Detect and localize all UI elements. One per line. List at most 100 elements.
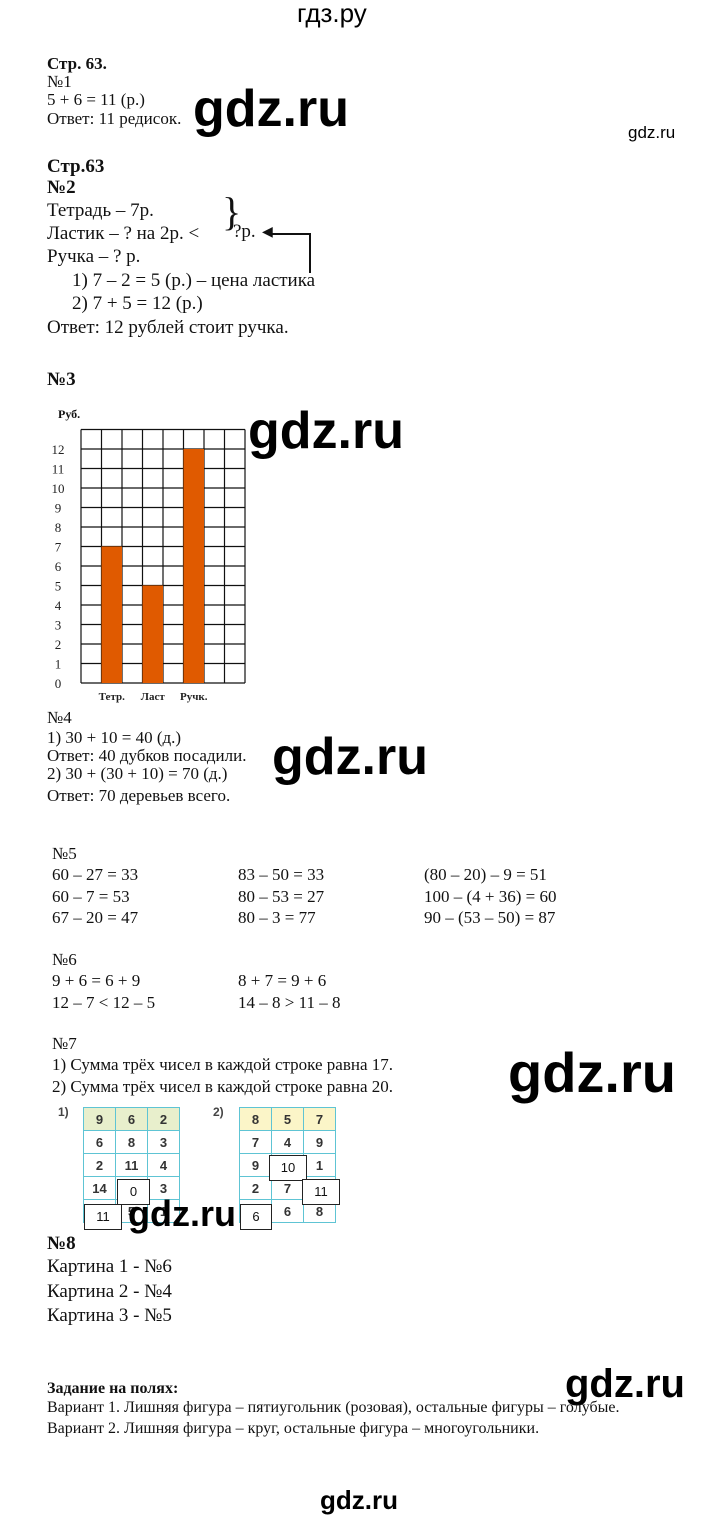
bar bbox=[183, 449, 204, 683]
footer-watermark: gdz.ru bbox=[320, 1485, 398, 1515]
y-tick-label: 10 bbox=[52, 481, 65, 496]
text-line: Ответ: 11 редисок. bbox=[47, 109, 182, 128]
x-tick-label: Тетр. bbox=[99, 691, 125, 703]
text-line: Ответ: 40 дубков посадили. bbox=[47, 746, 247, 765]
text-line: Вариант 2. Лишняя фигура – круг, остальн… bbox=[47, 1420, 540, 1437]
task-number: №2 bbox=[47, 177, 76, 198]
equation: 80 – 3 = 77 bbox=[238, 908, 316, 927]
text-line: Картина 2 - №4 bbox=[47, 1281, 172, 1302]
equation: 100 – (4 + 36) = 60 bbox=[424, 887, 557, 906]
brace-label: ?р. bbox=[233, 221, 256, 242]
y-tick-label: 3 bbox=[55, 618, 62, 633]
watermark: gdz.ru bbox=[272, 728, 428, 786]
watermark: gdz.ru bbox=[193, 80, 349, 138]
table-label: 1) bbox=[58, 1105, 69, 1119]
x-tick-label: Ручк. bbox=[180, 691, 208, 703]
arrow-line bbox=[309, 233, 311, 273]
table-cell: 14 bbox=[83, 1176, 116, 1200]
brace: } bbox=[222, 189, 242, 234]
chart-ylabel: Руб. bbox=[58, 407, 81, 421]
table-cell: 4 bbox=[271, 1130, 304, 1154]
task-number: №8 bbox=[47, 1233, 76, 1254]
answer-box: 10 bbox=[269, 1155, 307, 1181]
equation: 80 – 53 = 27 bbox=[238, 887, 325, 906]
table-cell: 7 bbox=[239, 1130, 272, 1154]
watermark: gdz.ru bbox=[628, 123, 676, 142]
y-tick-label: 4 bbox=[55, 598, 62, 613]
table-row: 2 11 4 bbox=[83, 1153, 180, 1177]
text-line: Ответ: 70 деревьев всего. bbox=[47, 786, 231, 805]
task-number: №5 bbox=[52, 844, 77, 863]
x-tick-label: Ласт bbox=[141, 691, 166, 703]
text-line: 1) Сумма трёх чисел в каждой строке равн… bbox=[52, 1055, 394, 1074]
site-header: гдз.ру bbox=[297, 0, 367, 28]
text-line: Тетрадь – 7р. bbox=[47, 200, 154, 221]
table-cell: 5 bbox=[271, 1107, 304, 1131]
text-line: 2) 30 + (30 + 10) = 70 (д.) bbox=[47, 764, 228, 783]
equation: 14 – 8 > 11 – 8 bbox=[238, 993, 341, 1012]
task-number: №1 bbox=[47, 72, 72, 91]
equation: 83 – 50 = 33 bbox=[238, 865, 325, 884]
bar bbox=[101, 546, 122, 683]
arrow-head-icon: ◀ bbox=[262, 225, 273, 240]
y-tick-label: 0 bbox=[55, 676, 62, 691]
table-cell: 1 bbox=[147, 1199, 180, 1223]
watermark: gdz.ru bbox=[508, 1041, 676, 1104]
text-line: 2) Сумма трёх чисел в каждой строке равн… bbox=[52, 1077, 394, 1096]
table-cell: 7 bbox=[303, 1107, 336, 1131]
answer-box: 11 bbox=[302, 1179, 340, 1205]
table-cell: 9 bbox=[83, 1107, 116, 1131]
text-line: 2) 7 + 5 = 12 (р.) bbox=[72, 293, 203, 314]
table-cell: 6 bbox=[271, 1199, 304, 1223]
table-cell: 11 bbox=[115, 1153, 148, 1177]
watermark: gdz.ru bbox=[565, 1362, 685, 1406]
text-line: Ответ: 12 рублей стоит ручка. bbox=[47, 317, 289, 338]
page-ref: Стр.63 bbox=[47, 156, 105, 177]
task-number: №7 bbox=[52, 1034, 77, 1053]
arrow-line bbox=[270, 233, 310, 235]
equation: 90 – (53 – 50) = 87 bbox=[424, 908, 556, 927]
equation: 12 – 7 < 12 – 5 bbox=[52, 993, 156, 1012]
table-cell: 8 bbox=[115, 1130, 148, 1154]
table-cell: 2 bbox=[147, 1107, 180, 1131]
table-cell: 8 bbox=[239, 1107, 272, 1131]
table-cell: 6 bbox=[83, 1130, 116, 1154]
text-line: 1) 30 + 10 = 40 (д.) bbox=[47, 728, 182, 747]
table-cell: 9 bbox=[303, 1130, 336, 1154]
y-tick-label: 5 bbox=[55, 579, 62, 594]
y-tick-label: 9 bbox=[55, 501, 62, 516]
answer-box: 11 bbox=[84, 1204, 122, 1230]
table-cell: 2 bbox=[239, 1176, 272, 1200]
task-number: №4 bbox=[47, 708, 72, 727]
task-number: №6 bbox=[52, 950, 77, 969]
y-tick-label: 8 bbox=[55, 520, 62, 535]
table-cell: 3 bbox=[147, 1130, 180, 1154]
bar bbox=[142, 585, 163, 683]
y-tick-label: 1 bbox=[55, 657, 62, 672]
equation: 9 + 6 = 6 + 9 bbox=[52, 971, 141, 990]
answer-box: 0 bbox=[117, 1179, 150, 1205]
task-number: №3 bbox=[47, 369, 76, 390]
equation: (80 – 20) – 9 = 51 bbox=[424, 865, 547, 884]
watermark: gdz.ru bbox=[248, 402, 404, 460]
text-line: Вариант 1. Лишняя фигура – пятиугольник … bbox=[47, 1399, 620, 1416]
text-line: Ручка – ? р. bbox=[47, 246, 141, 267]
table-cell: 2 bbox=[83, 1153, 116, 1177]
equation: 67 – 20 = 47 bbox=[52, 908, 139, 927]
equation: 60 – 7 = 53 bbox=[52, 887, 130, 906]
watermark: gdz.ru bbox=[128, 1193, 236, 1234]
y-tick-label: 2 bbox=[55, 637, 62, 652]
margin-task-title: Задание на полях: bbox=[47, 1380, 179, 1397]
y-tick-label: 11 bbox=[52, 462, 65, 477]
text-line: Ластик – ? на 2р. < bbox=[47, 223, 200, 244]
table-cell: 6 bbox=[115, 1107, 148, 1131]
table-cell: 4 bbox=[147, 1153, 180, 1177]
table-label: 2) bbox=[213, 1105, 224, 1119]
equation: 60 – 27 = 33 bbox=[52, 865, 139, 884]
